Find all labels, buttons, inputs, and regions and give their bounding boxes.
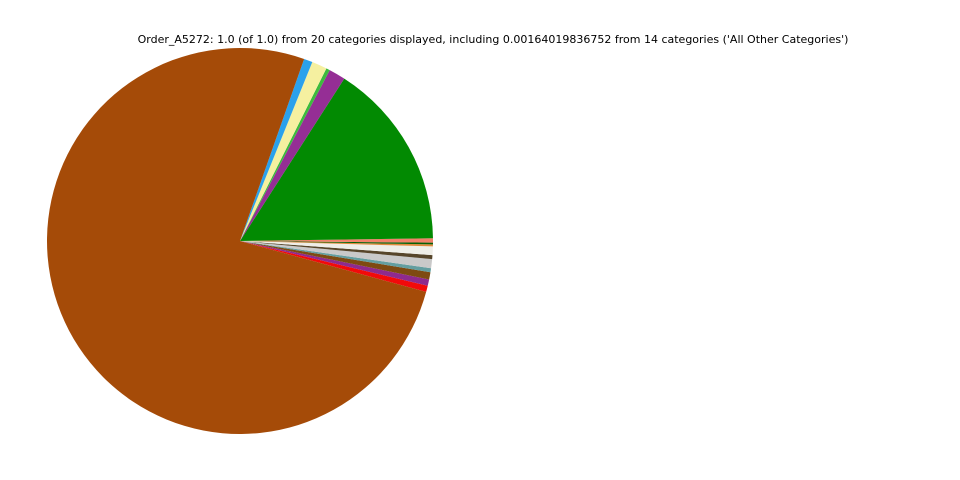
pie-slice-chocolate-large bbox=[47, 48, 427, 435]
pie-slice-silver-sliver bbox=[240, 241, 433, 269]
pie-slice-pale-yellow-sliver bbox=[240, 62, 327, 241]
chart-title: Order_A5272: 1.0 (of 1.0) from 20 catego… bbox=[137, 33, 849, 46]
pie-slice-off-white-sliver bbox=[240, 241, 433, 256]
pie-slice-saddle-brown-sliver bbox=[240, 241, 431, 280]
pie-slices-group bbox=[47, 48, 433, 435]
pie-slice-green-large bbox=[240, 78, 433, 241]
pie-slice-dark-green-sliver bbox=[240, 241, 433, 245]
pie-slice-purple-sliver bbox=[240, 241, 430, 286]
pie-slice-lime-green-sliver bbox=[240, 68, 330, 242]
pie-slice-red-sliver bbox=[240, 241, 428, 292]
pie-slice-blue-sliver bbox=[240, 58, 313, 242]
pie-slice-dark-olive-sliver bbox=[240, 241, 433, 260]
pie-slice-teal-sliver bbox=[240, 241, 432, 273]
pie-slice-orange-sliver bbox=[240, 241, 433, 247]
pie-slice-salmon-sliver bbox=[240, 238, 433, 243]
pie-slice-purple-medium bbox=[240, 70, 345, 242]
